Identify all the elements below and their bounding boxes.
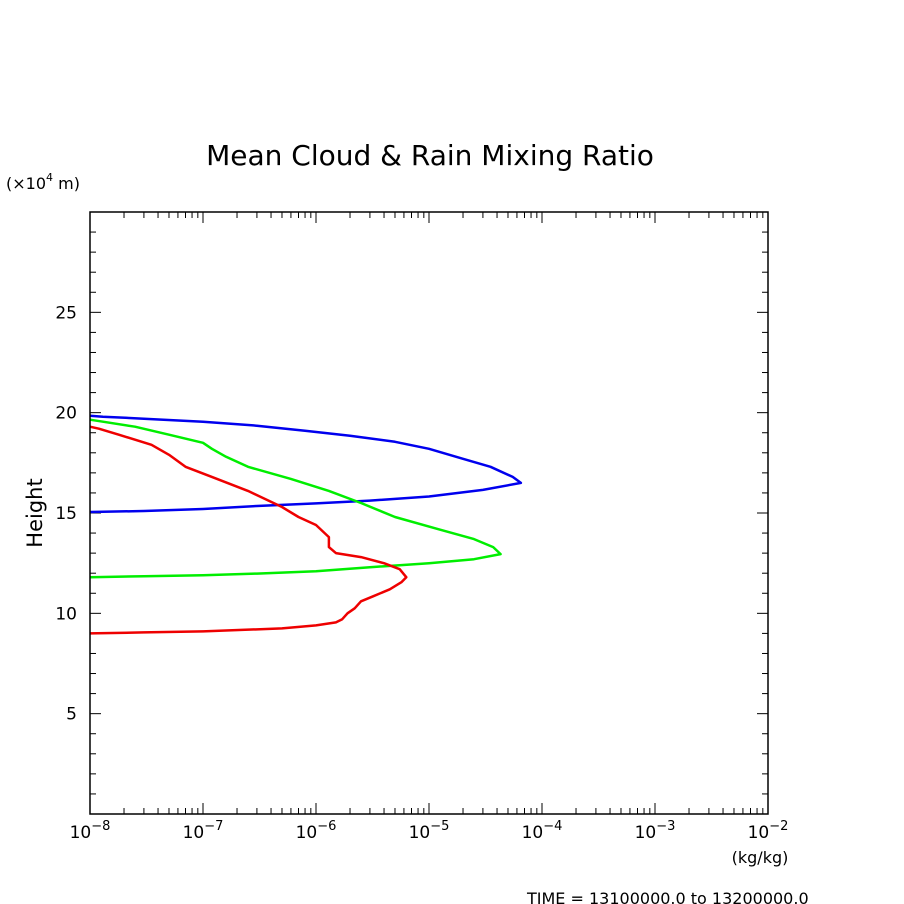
x-unit-label: (kg/kg) — [732, 848, 789, 867]
x-tick-label: 10−8 — [70, 819, 111, 843]
x-tick-label: 10−7 — [183, 819, 224, 843]
series-line-2 — [89, 418, 502, 579]
axis-ticks — [89, 212, 768, 814]
y-tick-labels: 5 10 15 20 25 — [55, 303, 77, 724]
y-tick-label: 25 — [55, 303, 77, 323]
y-tick-label: 20 — [55, 404, 77, 424]
series-group — [89, 414, 523, 635]
y-tick-label: 5 — [66, 705, 77, 725]
x-tick-label: 10−5 — [409, 819, 450, 843]
plot-frame — [89, 211, 769, 815]
series-line-3 — [89, 425, 408, 635]
y-unit-label: (×104 m) — [6, 171, 80, 193]
x-tick-label: 10−6 — [296, 819, 337, 843]
chart-title: Mean Cloud & Rain Mixing Ratio — [206, 139, 654, 172]
x-tick-label: 10−4 — [522, 819, 563, 843]
y-tick-label: 15 — [55, 504, 77, 524]
y-axis-label: Height — [23, 478, 47, 547]
x-tick-labels: 10−8 10−7 10−6 10−5 10−4 10−3 10−2 — [70, 819, 789, 843]
time-range-footer: TIME = 13100000.0 to 13200000.0 — [526, 889, 809, 904]
x-tick-label: 10−3 — [635, 819, 676, 843]
y-tick-label: 10 — [55, 604, 77, 624]
x-tick-label: 10−2 — [748, 819, 789, 843]
